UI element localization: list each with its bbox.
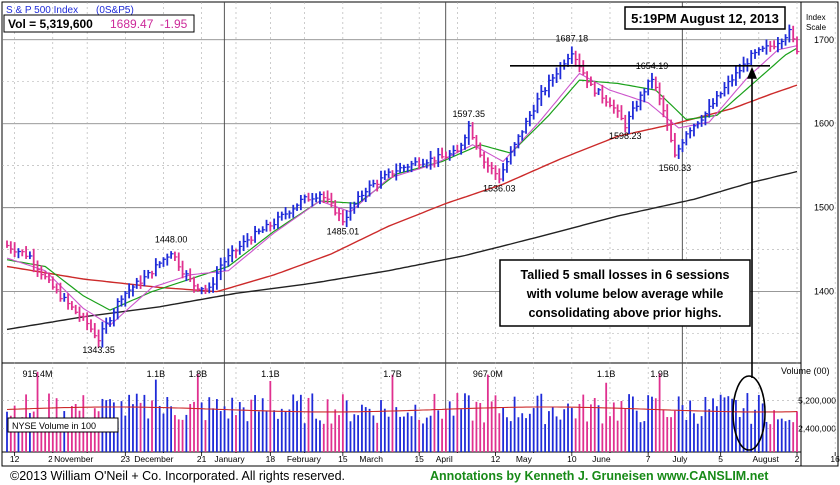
annotation-line-3: consolidating above prior highs. <box>528 306 721 320</box>
date-tick-label: 15 <box>414 454 424 464</box>
month-label: January <box>214 454 245 464</box>
price-tick-label: 1700 <box>814 35 834 45</box>
ma-200-line <box>6 170 798 331</box>
volume-axis-label: Volume (00) <box>781 366 830 376</box>
volume-readout: Vol = 5,319,600 <box>8 17 93 31</box>
month-label: April <box>436 454 453 464</box>
month-label: August <box>752 454 779 464</box>
month-label-mask <box>132 453 173 464</box>
timestamp: 5:19PM August 12, 2013 <box>631 11 779 26</box>
month-label-mask <box>513 453 554 464</box>
annotation-line-2: with volume below average while <box>526 287 724 301</box>
date-tick-label: 23 <box>121 454 131 464</box>
volume-label: 1.7B <box>383 369 402 379</box>
month-label-mask <box>433 453 474 464</box>
footer-credit: Annotations by Kenneth J. Gruneisen www.… <box>430 469 769 483</box>
date-tick-label: 2 <box>795 454 800 464</box>
month-label-mask <box>670 453 711 464</box>
annotation-line-1: Tallied 5 small losses in 6 sessions <box>521 268 730 282</box>
price-tick-label: 1400 <box>814 287 834 297</box>
month-label: February <box>287 454 322 464</box>
month-label: December <box>134 454 173 464</box>
price-readout: 1689.47 <box>110 17 154 31</box>
month-label: June <box>592 454 611 464</box>
index-scale-label-2: Scale <box>806 23 827 32</box>
price-tick-label: 1500 <box>814 203 834 213</box>
annotation-box <box>499 259 751 327</box>
volume-average-line <box>6 406 798 413</box>
volume-label: 1.1B <box>261 369 280 379</box>
volume-tick-label: 5,200,000 <box>798 396 836 406</box>
price-label: 1687.18 <box>556 34 589 44</box>
quote-box <box>3 14 195 33</box>
nyse-volume-box <box>7 417 119 433</box>
date-tick-label: 15 <box>338 454 348 464</box>
volume-label: 1.9B <box>650 369 669 379</box>
volume-bars <box>6 371 798 452</box>
change-readout: -1.95 <box>160 17 188 31</box>
annotation-arrow-head <box>747 66 757 79</box>
month-label-mask <box>357 453 398 464</box>
price-tick-label: 1600 <box>814 119 834 129</box>
volume-label: 967.0M <box>473 369 503 379</box>
price-label: 1598.23 <box>609 131 642 141</box>
month-label-mask <box>52 453 93 464</box>
price-label: 1343.35 <box>82 345 115 355</box>
month-label-mask <box>590 453 631 464</box>
volume-highlight-ellipse <box>732 375 766 451</box>
month-label-mask <box>284 453 325 464</box>
date-tick-label: 16 <box>830 454 840 464</box>
price-bars <box>6 24 800 348</box>
index-name: S & P 500 Index <box>6 5 78 16</box>
volume-tick-label: 2,400,000 <box>798 423 836 433</box>
index-scale-label: Index <box>806 13 826 22</box>
moving-average-lines <box>6 45 798 331</box>
date-tick-label: 7 <box>646 454 651 464</box>
date-tick-label: 5 <box>718 454 723 464</box>
volume-label: 1.1B <box>597 369 616 379</box>
footer-copyright: ©2013 William O'Neil + Co. Incorporated.… <box>10 469 345 483</box>
date-tick-label: 21 <box>197 454 207 464</box>
month-label-mask <box>212 453 253 464</box>
right-axis-frame <box>800 1 839 467</box>
index-symbol: (0S&P5) <box>96 5 134 16</box>
price-label: 1485.01 <box>327 226 360 236</box>
date-tick-label: 12 <box>10 454 20 464</box>
month-label: March <box>359 454 383 464</box>
ma-green-line <box>6 47 798 311</box>
month-label: November <box>54 454 93 464</box>
ma-50-day-red-line <box>6 84 798 293</box>
date-tick-label: 10 <box>567 454 577 464</box>
price-label: 1536.03 <box>483 183 516 193</box>
price-label: 1597.35 <box>453 109 486 119</box>
price-label: 1448.00 <box>155 234 188 244</box>
nyse-volume-label: NYSE Volume in 100 <box>12 421 96 431</box>
date-tick-label: 18 <box>266 454 276 464</box>
date-tick-label: 12 <box>491 454 501 464</box>
volume-labels: 915.4M 1.1B 1.8B 1.1B 1.7B 967.0M 1.1B 1.9B <box>23 369 669 379</box>
volume-label: 1.8B <box>189 369 208 379</box>
month-label-mask <box>750 453 791 464</box>
month-label: July <box>672 454 688 464</box>
timestamp-box <box>624 6 786 30</box>
price-label: 1560.33 <box>659 163 692 173</box>
month-label: May <box>516 454 533 464</box>
volume-label: 1.1B <box>147 369 166 379</box>
volume-label: 915.4M <box>23 369 53 379</box>
ma-purple-line <box>6 45 798 326</box>
